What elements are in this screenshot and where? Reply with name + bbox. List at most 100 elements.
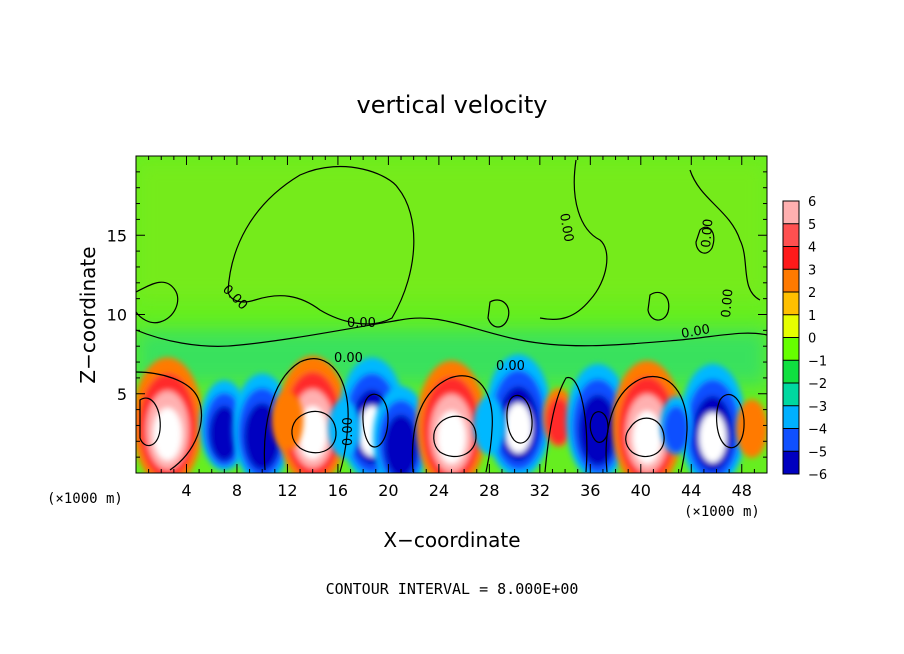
contour-lines	[136, 159, 767, 473]
field-cell-ring	[663, 405, 690, 454]
colorbar-label: 0	[808, 332, 816, 347]
x-unit-right: (×1000 m)	[684, 504, 760, 520]
field-cell-ring	[578, 394, 618, 466]
colorbar-label: 4	[808, 241, 816, 256]
contour-line	[647, 291, 670, 321]
contour-label: 0.00	[680, 322, 711, 342]
contour-line	[716, 394, 745, 449]
colorbar-label: 1	[808, 309, 816, 324]
chart-title: vertical velocity	[357, 91, 548, 119]
field-cell	[277, 355, 348, 473]
x-tick-label: 16	[328, 481, 348, 500]
colorbar-swatch	[783, 269, 799, 292]
field-cell	[271, 391, 304, 450]
x-tick-label: 4	[181, 481, 191, 500]
colorbar-label: 6	[808, 195, 816, 210]
field-cell-ring	[271, 391, 304, 450]
field-cell	[660, 396, 692, 455]
contour-line	[625, 417, 665, 457]
field-cell	[473, 396, 506, 455]
x-tick-label: 44	[681, 481, 701, 500]
colorbar: 6 5 4 3 2 1 0 −1 −2 −3 −4 −5 −6	[782, 195, 827, 483]
contour-line	[411, 375, 493, 473]
x-tick-label: 48	[732, 481, 752, 500]
field-cells	[136, 354, 767, 473]
colorbar-swatch	[783, 223, 799, 247]
contour-label: 0.00	[347, 316, 376, 331]
contour-line	[263, 358, 349, 473]
colorbar-label: −1	[808, 354, 827, 369]
x-tick-label: 12	[277, 481, 297, 500]
field-cell-ring	[699, 412, 727, 463]
field-cell	[736, 399, 767, 458]
contour-label: 0.00	[334, 351, 363, 366]
colorbar-swatch	[783, 405, 799, 429]
contour-label: 0.00	[699, 218, 716, 248]
x-tick-label: 28	[479, 481, 499, 500]
colorbar-label: 3	[808, 263, 816, 278]
field-cell-ring	[736, 399, 767, 458]
contour-line	[539, 159, 608, 321]
colorbar-swatch	[783, 451, 799, 474]
contour-line	[227, 166, 415, 325]
contour-line	[544, 377, 588, 473]
x-tick-label: 8	[232, 481, 242, 500]
field-cell-ring	[632, 411, 662, 464]
contour-line	[291, 410, 337, 454]
field-cell-ring	[473, 396, 506, 455]
plot-area: 0.00 0.00 0.00 0.00 0.00 0.00 0.00 0.00 …	[136, 156, 767, 473]
contour-line	[136, 281, 179, 324]
colorbar-swatch	[783, 337, 799, 361]
contour-interval-footer: CONTOUR INTERVAL = 8.000E+00	[326, 580, 579, 598]
contour-label: 0.00	[341, 417, 356, 446]
contour-line	[136, 371, 203, 471]
x-axis: 4 8 12 16 20 24 28 32 36 40 44 48	[148, 156, 755, 500]
colorbar-label: −5	[808, 445, 827, 460]
field-cell-ring	[244, 403, 281, 471]
colorbar-label: 2	[808, 286, 816, 301]
field-cell-ring	[545, 397, 572, 446]
y-axis: 5 10 15	[107, 171, 767, 458]
field-cell	[679, 363, 747, 473]
colorbar-swatch	[783, 360, 799, 383]
field-cell-ring	[504, 402, 532, 454]
contour-line	[487, 299, 510, 328]
field-cell-ring	[298, 406, 327, 460]
x-tick-label: 40	[631, 481, 651, 500]
colorbar-swatch	[783, 314, 799, 338]
x-tick-label: 24	[429, 481, 449, 500]
colorbar-label: 5	[808, 218, 816, 233]
contour-line	[362, 393, 389, 448]
colorbar-swatch	[783, 201, 799, 224]
field-cell-ring	[153, 407, 182, 461]
contour-line	[695, 226, 715, 254]
contour-line	[139, 397, 161, 447]
contour-line	[506, 394, 533, 444]
colorbar-label: −4	[808, 423, 827, 438]
field-cell	[542, 388, 575, 447]
field-cell	[328, 399, 361, 458]
x-tick-label: 20	[378, 481, 398, 500]
field-cell-ring	[328, 399, 361, 458]
contour-line	[136, 317, 767, 347]
x-tick-label: 36	[580, 481, 600, 500]
x-tick-label: 32	[530, 481, 550, 500]
colorbar-swatch	[783, 292, 799, 315]
field-cell	[566, 363, 630, 473]
contour-line	[433, 415, 477, 457]
colorbar-swatch	[783, 428, 799, 452]
contour-line	[589, 411, 609, 443]
colorbar-label: −2	[808, 377, 827, 392]
y-tick-label: 15	[107, 226, 127, 245]
y-tick-label: 5	[117, 385, 127, 404]
colorbar-swatch	[783, 383, 799, 406]
contour-labels: 0.00 0.00 0.00 0.00 0.00 0.00 0.00 0.00 …	[219, 212, 736, 446]
contour-label: 0.00	[496, 359, 525, 374]
x-unit-left: (×1000 m)	[47, 491, 123, 507]
field-cell-ring	[209, 405, 240, 462]
y-tick-label: 10	[107, 306, 127, 325]
colorbar-label: −6	[808, 468, 827, 483]
field-cell-ring	[437, 411, 466, 464]
contour-label: 0.00	[556, 212, 576, 243]
